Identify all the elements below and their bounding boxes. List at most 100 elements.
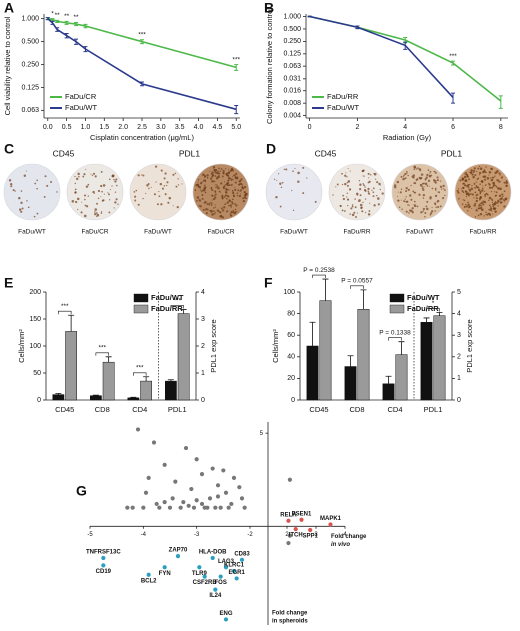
stain-dot xyxy=(476,170,478,173)
stain-dot xyxy=(20,201,23,204)
stain-dot xyxy=(408,204,410,206)
stain-dot xyxy=(434,189,437,191)
legend-swatch xyxy=(133,293,149,303)
stain-dot xyxy=(181,183,183,185)
stain-dot xyxy=(456,189,459,192)
stain-dot xyxy=(225,196,227,198)
stain-dot xyxy=(364,186,366,188)
stain-dot xyxy=(478,165,481,168)
significance-label: P = 0.1338 xyxy=(379,329,411,336)
stain-dot xyxy=(159,182,163,186)
error-bar xyxy=(130,396,137,398)
x-tick-label: 3.0 xyxy=(156,124,166,131)
error-bar xyxy=(55,27,60,32)
stain-dot xyxy=(436,201,438,203)
panel-letter: B xyxy=(264,0,274,16)
stain-dot xyxy=(221,216,225,219)
stain-dot xyxy=(414,182,417,185)
stain-dot xyxy=(414,166,417,169)
stain-dot xyxy=(230,210,233,214)
stain-dot xyxy=(211,199,213,201)
stain-dot xyxy=(214,180,216,183)
point xyxy=(101,563,106,568)
stain-dot xyxy=(462,199,464,201)
stain-dot xyxy=(150,186,152,188)
stain-dot xyxy=(492,203,495,206)
stain-dot xyxy=(436,176,439,179)
stain-dot xyxy=(332,194,334,196)
stain-dot xyxy=(297,180,300,184)
stain-dot xyxy=(210,177,213,180)
stain-dot xyxy=(137,203,140,206)
stain-dot xyxy=(212,166,216,169)
stain-dot xyxy=(461,203,464,205)
y2-axis-label: PDL1 exp score xyxy=(209,319,218,372)
stain-dot xyxy=(494,191,496,193)
legend-label: FaDu/RR xyxy=(151,304,183,313)
stain-dot xyxy=(439,180,442,182)
stain-dot xyxy=(488,196,492,200)
stain-dot xyxy=(381,192,384,195)
stain-dot xyxy=(203,188,205,190)
stain-dot xyxy=(434,181,437,184)
stain-dot xyxy=(210,201,212,204)
stain-dot xyxy=(339,204,342,208)
significance-label: *** xyxy=(173,297,181,304)
stain-dot xyxy=(10,182,13,186)
stain-dot xyxy=(211,176,213,178)
point xyxy=(287,477,292,482)
stain-dot xyxy=(226,197,228,200)
stain-dot xyxy=(229,213,232,215)
stain-dot xyxy=(367,181,370,184)
point xyxy=(223,490,229,495)
stain-dot xyxy=(468,206,470,209)
stain-dot xyxy=(302,192,305,195)
stain-dot xyxy=(346,181,349,184)
sample-label: FaDu/WT xyxy=(280,229,308,236)
error-bar xyxy=(234,64,239,71)
panel-letter: D xyxy=(266,141,276,157)
stain-dot xyxy=(206,174,209,177)
stain-dot xyxy=(481,189,484,192)
stain-dot xyxy=(335,186,337,188)
significance-bracket xyxy=(58,310,72,315)
stain-dot xyxy=(421,186,423,188)
stain-dot xyxy=(473,197,475,199)
stain-dot xyxy=(367,172,370,175)
x-tick-label: 4.0 xyxy=(194,124,204,131)
y-tick-label: 0.063 xyxy=(283,63,301,70)
stain-dot xyxy=(206,176,209,179)
stain-dot xyxy=(367,187,370,191)
stain-dot xyxy=(27,206,30,209)
stain-dot xyxy=(503,181,506,184)
stain-dot xyxy=(227,179,230,182)
stain-dot xyxy=(364,189,367,192)
stain-dot xyxy=(346,196,348,198)
bar xyxy=(140,380,152,401)
point-label: EGR1 xyxy=(228,570,245,576)
stain-dot xyxy=(209,202,211,204)
stain-dot xyxy=(494,210,497,213)
stain-title: PDL1 xyxy=(179,148,201,158)
x-tick-label: 4.5 xyxy=(213,124,223,131)
stain-dot xyxy=(488,208,491,211)
stain-dot xyxy=(346,176,348,178)
stain-dot xyxy=(108,178,111,181)
stain-dot xyxy=(378,182,381,186)
stain-dot xyxy=(134,195,137,198)
bar xyxy=(395,354,408,401)
significance-bracket xyxy=(426,308,440,312)
y-axis-label: Cells/mm² xyxy=(17,329,26,363)
point xyxy=(143,490,149,495)
point xyxy=(197,565,202,570)
point xyxy=(202,574,207,579)
stain-dot xyxy=(346,184,349,187)
y2-tick-label: 0 xyxy=(201,397,205,404)
stain-dot xyxy=(478,204,481,207)
stain-dot xyxy=(354,206,357,209)
stain-dot xyxy=(474,187,477,189)
point xyxy=(213,587,218,592)
y-tick-label: 0.250 xyxy=(21,61,39,68)
point xyxy=(223,565,229,570)
stain-dot xyxy=(166,181,169,184)
